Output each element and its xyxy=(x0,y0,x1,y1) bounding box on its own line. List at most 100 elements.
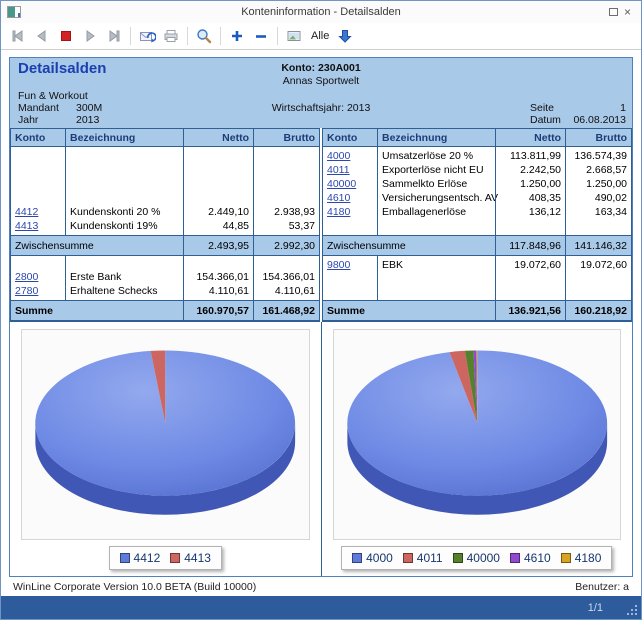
table-cell: 9800 xyxy=(327,258,373,272)
column-header: Brutto xyxy=(253,129,319,146)
print-button[interactable] xyxy=(160,25,182,47)
chart-area-left xyxy=(21,329,310,540)
konto-link[interactable]: 9800 xyxy=(327,259,351,271)
send-mail-icon xyxy=(139,32,156,43)
company-name: Fun & Workout xyxy=(18,90,88,102)
konto-link[interactable]: 4011 xyxy=(327,164,350,176)
table-cell: Versicherungsentsch. AV xyxy=(382,192,498,204)
zoom-in-button[interactable] xyxy=(226,25,248,47)
konto-link[interactable]: 4610 xyxy=(327,192,351,204)
toolbar-separator xyxy=(130,27,131,45)
table-cell: 4.110,61 xyxy=(208,285,249,297)
datum-value: 06.08.2013 xyxy=(573,114,626,126)
konto-link[interactable]: 4180 xyxy=(327,206,351,218)
pie-slice-40000 xyxy=(464,350,477,424)
konto-link[interactable]: 2800 xyxy=(15,271,39,283)
table-cell: Umsatzerlöse 20 % xyxy=(382,150,474,162)
last-icon xyxy=(109,30,120,42)
table-cell: 136.574,39 xyxy=(574,150,627,162)
column-header: Bezeichnung xyxy=(65,129,183,146)
table-column: 4412 4413 xyxy=(11,147,65,235)
send-mail-button[interactable] xyxy=(136,25,158,47)
column-header: Bezeichnung xyxy=(377,129,495,146)
table-column: 136.574,39 2.668,57 1.250,00 490,02 163,34 xyxy=(565,147,631,235)
legend-swatch xyxy=(509,553,520,563)
next-button[interactable] xyxy=(79,25,101,47)
next-icon xyxy=(86,30,95,42)
first-button[interactable] xyxy=(7,25,29,47)
table-cell: 2780 xyxy=(15,284,61,298)
table-cell: 53,37 xyxy=(288,220,315,232)
table-cell: Exporterlöse nicht EU xyxy=(382,164,484,176)
konto-name: Annas Sportwelt xyxy=(282,75,360,87)
konto-link[interactable]: 2780 xyxy=(15,285,39,297)
table-cell: 2.668,57 xyxy=(586,164,627,176)
column-header: Netto xyxy=(495,129,565,146)
sum-label: Summe xyxy=(327,304,365,317)
table-cell: 154.366,01 xyxy=(196,271,249,283)
datum-label: Datum xyxy=(530,114,561,126)
last-button[interactable] xyxy=(103,25,125,47)
table-cell: 2.449,10 xyxy=(208,206,249,218)
sum-netto: 2.493,95 xyxy=(183,236,253,255)
column-header: Netto xyxy=(183,129,253,146)
legend-item: 4413 xyxy=(170,551,211,565)
close-icon[interactable]: × xyxy=(623,5,631,19)
legend-swatch xyxy=(560,553,571,563)
table-data-block: 2800 2780 Erste Bank Erhaltene Schecks 154.3… xyxy=(11,256,319,300)
page-indicator: 1/1 xyxy=(587,601,603,614)
table-right: Konto Bezeichnung Netto Brutto 4000 4011 40000… xyxy=(322,128,632,322)
table-cell: 2.242,50 xyxy=(520,164,561,176)
version-text: WinLine Corporate Version 10.0 BETA (Bui… xyxy=(13,580,257,593)
table-cell: 490,02 xyxy=(594,192,627,204)
zoom-icon xyxy=(197,29,212,44)
table-cell: 163,34 xyxy=(594,206,627,218)
konto-number: Konto: 230A001 xyxy=(281,62,361,74)
chart-panel-right: 4000 4011 40000 4610 4180 xyxy=(322,322,633,576)
resize-grip-icon[interactable] xyxy=(627,605,637,615)
konto-link[interactable]: 40000 xyxy=(327,178,357,190)
legend-item: 4610 xyxy=(509,551,551,565)
table-column: 9800 xyxy=(323,256,377,300)
sum-netto: 136.921,56 xyxy=(495,301,565,320)
previous-button[interactable] xyxy=(31,25,53,47)
expand-all-button[interactable] xyxy=(334,25,356,47)
zwischensumme-row: Zwischensumme 2.493,95 2.992,30 xyxy=(11,235,319,256)
table-cell: 4610 xyxy=(327,191,373,205)
konto-link[interactable]: 4412 xyxy=(15,206,39,218)
konto-link[interactable]: 4413 xyxy=(15,220,39,232)
jahr-value: 2013 xyxy=(76,114,100,126)
column-header: Konto xyxy=(15,131,46,144)
plus-icon xyxy=(232,31,242,41)
legend-item: 40000 xyxy=(452,551,500,565)
previous-icon xyxy=(37,30,46,42)
arrow-down-icon xyxy=(338,30,353,43)
mandant-label: Mandant xyxy=(18,102,59,114)
legend-item: 4412 xyxy=(119,551,160,565)
image-icon xyxy=(287,31,301,41)
maximize-icon[interactable] xyxy=(608,8,618,16)
jahr-label: Jahr xyxy=(18,114,39,126)
first-icon xyxy=(12,30,23,42)
table-cell: 19.072,60 xyxy=(580,259,627,271)
pie-chart-left xyxy=(35,350,296,515)
pie-slice-4000 xyxy=(346,350,607,496)
table-cell: 44,85 xyxy=(222,220,249,232)
legend-label: 4000 xyxy=(366,551,393,565)
stop-button[interactable] xyxy=(55,25,77,47)
konto-link[interactable]: 4000 xyxy=(327,150,351,162)
report-footer: WinLine Corporate Version 10.0 BETA (Bui… xyxy=(9,577,633,596)
zoom-button[interactable] xyxy=(193,25,215,47)
table-cell: 4.110,61 xyxy=(274,285,315,297)
table-cell: 154.366,01 xyxy=(262,271,315,283)
image-button[interactable] xyxy=(283,25,305,47)
table-cell: 4413 xyxy=(15,219,61,233)
toolbar-separator xyxy=(187,27,188,45)
minus-icon xyxy=(256,35,266,38)
charts-section: 4412 4413 4000 4011 40000 4610 4180 xyxy=(10,322,632,576)
seite-label: Seite xyxy=(530,102,554,114)
zoom-out-button[interactable] xyxy=(250,25,272,47)
legend-item: 4000 xyxy=(352,551,393,565)
legend-label: 4610 xyxy=(523,551,551,565)
